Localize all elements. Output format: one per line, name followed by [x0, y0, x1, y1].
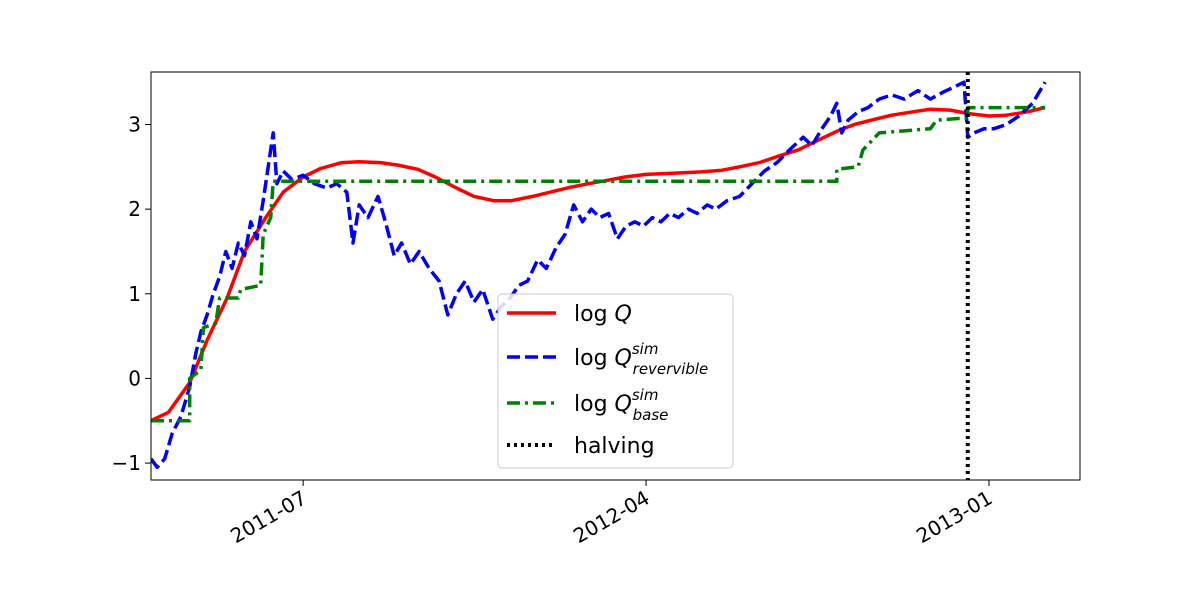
x-tick-label: 2011-07: [226, 486, 310, 549]
series-line-logQbase: [151, 105, 1046, 423]
x-axis: 2011-07 2012-04 2013-01: [226, 480, 996, 548]
plot-series: [151, 72, 1047, 480]
y-tick-label: −1: [112, 451, 141, 475]
y-axis: −1 0 1 2 3: [112, 112, 151, 475]
y-tick-label: 2: [128, 197, 141, 221]
legend-label-logQ: log Q: [574, 302, 632, 327]
y-tick-label: 3: [128, 112, 141, 136]
y-tick-label: 0: [128, 366, 141, 390]
legend-label-halving: halving: [574, 434, 655, 459]
series-line-logQrev: [151, 80, 1047, 470]
legend-box: [497, 293, 734, 469]
y-tick-label: 1: [128, 282, 141, 306]
axes-frame: [150, 71, 1081, 481]
x-tick-label: 2013-01: [912, 486, 996, 549]
x-tick-label: 2012-04: [569, 486, 653, 549]
